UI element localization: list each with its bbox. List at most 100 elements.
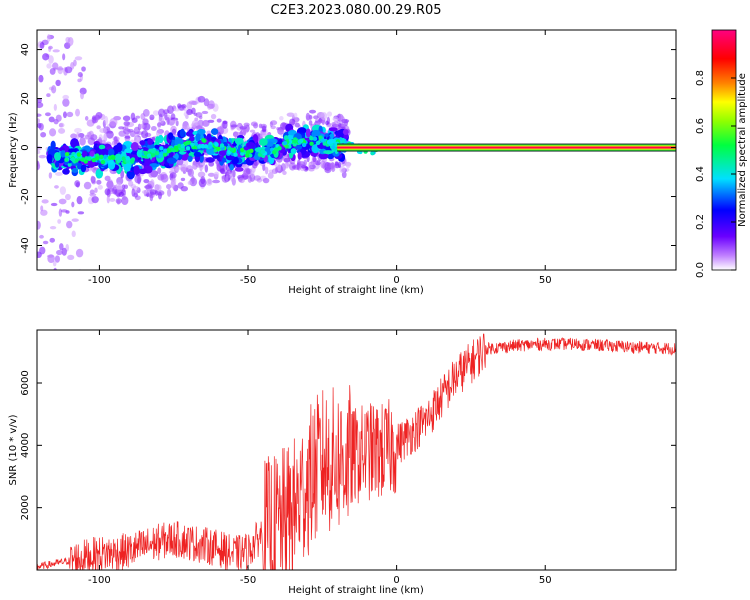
spectral-blob bbox=[198, 178, 207, 188]
spectral-blob bbox=[83, 181, 92, 190]
spectral-blob bbox=[333, 120, 339, 129]
spectral-blob bbox=[171, 119, 177, 123]
spectral-blob bbox=[197, 171, 206, 178]
steady-line-core bbox=[337, 146, 676, 149]
spectral-blob bbox=[334, 161, 339, 166]
spectral-blob bbox=[97, 184, 103, 190]
spectral-blob bbox=[309, 141, 314, 146]
spectrogram-x-label: Height of straight line (km) bbox=[288, 285, 424, 296]
spectral-blob bbox=[139, 123, 145, 129]
colorbar-gradient bbox=[712, 30, 736, 270]
spectrogram-data bbox=[37, 34, 676, 279]
spectral-blob bbox=[99, 154, 104, 160]
spectral-blob bbox=[274, 147, 279, 152]
spectral-blob bbox=[90, 134, 98, 141]
spectral-blob bbox=[65, 193, 71, 201]
spectral-blob bbox=[210, 113, 217, 120]
spectral-blob bbox=[203, 144, 209, 149]
spectrogram-y-ticks: -40 -20 0 20 40 bbox=[20, 43, 676, 254]
spectral-blob bbox=[49, 226, 57, 230]
spectral-blob bbox=[66, 111, 74, 118]
spectral-blob bbox=[226, 172, 234, 178]
spectral-blob bbox=[57, 219, 62, 224]
spectral-blob bbox=[179, 128, 185, 138]
spectral-blob bbox=[298, 138, 304, 144]
spectral-blob bbox=[291, 165, 296, 169]
spectral-blob bbox=[133, 126, 140, 135]
spectral-blob bbox=[149, 163, 159, 168]
spectral-blob bbox=[250, 170, 255, 178]
spectral-blob bbox=[111, 155, 116, 160]
spectral-blob bbox=[108, 148, 115, 157]
spectral-blob bbox=[175, 166, 181, 171]
spectral-blob bbox=[38, 122, 44, 131]
spectral-blob bbox=[341, 118, 350, 124]
spectral-blob bbox=[230, 176, 234, 182]
spectral-blob bbox=[124, 135, 131, 139]
spectral-blob bbox=[118, 126, 125, 130]
spectral-blob bbox=[42, 240, 49, 245]
spectral-blob bbox=[71, 201, 75, 208]
spectral-blob bbox=[67, 37, 74, 46]
spectral-blob bbox=[325, 120, 330, 126]
spectral-blob bbox=[290, 148, 297, 155]
spectral-blob bbox=[56, 249, 63, 256]
spectral-blob bbox=[293, 112, 298, 119]
spectral-blob bbox=[233, 152, 238, 157]
spectrogram-panel: -100 -50 0 50 -40 -20 0 20 40 Height of straigh… bbox=[8, 29, 677, 296]
spectral-blob bbox=[318, 152, 329, 160]
spectral-blob bbox=[269, 121, 273, 128]
spectral-blob bbox=[295, 145, 303, 150]
spectral-blob bbox=[338, 122, 342, 128]
spectral-blob bbox=[195, 125, 203, 129]
spectral-blob bbox=[37, 220, 41, 230]
y-tick-label: -40 bbox=[20, 237, 31, 253]
spectral-blob bbox=[74, 56, 83, 61]
spectral-blob bbox=[108, 160, 114, 165]
snr-series-line bbox=[37, 333, 676, 570]
spectral-blob bbox=[81, 66, 86, 72]
spectral-blob bbox=[296, 163, 302, 171]
spectral-blob bbox=[240, 147, 245, 153]
spectral-blob bbox=[183, 158, 188, 168]
spectral-blob bbox=[54, 160, 60, 168]
spectral-blob bbox=[62, 98, 70, 107]
spectral-blob bbox=[277, 146, 282, 151]
spectral-blob bbox=[193, 141, 198, 147]
spectral-blob bbox=[337, 161, 342, 169]
spectral-blob bbox=[120, 169, 125, 179]
spectral-blob bbox=[55, 79, 61, 87]
spectral-blob bbox=[306, 114, 313, 121]
colorbar-tick-label: 0.2 bbox=[695, 214, 706, 230]
spectral-blob bbox=[37, 161, 40, 170]
spectral-blob bbox=[328, 139, 333, 144]
spectral-blob bbox=[58, 198, 67, 205]
y-tick-label: 0 bbox=[20, 144, 31, 150]
spectral-blob bbox=[305, 128, 311, 138]
spectral-blob bbox=[48, 272, 52, 278]
spectral-blob bbox=[50, 202, 58, 207]
spectral-blob bbox=[214, 142, 219, 147]
spectral-blob bbox=[264, 166, 269, 175]
spectral-blob bbox=[121, 196, 129, 206]
spectral-blob bbox=[155, 136, 160, 145]
spectral-blob bbox=[173, 145, 179, 150]
spectral-blob bbox=[164, 112, 168, 121]
y-tick-label: 6000 bbox=[20, 370, 31, 395]
spectral-blob bbox=[89, 193, 97, 197]
spectral-blob bbox=[55, 114, 62, 122]
spectral-blob bbox=[168, 132, 174, 140]
spectral-blob bbox=[49, 128, 57, 137]
spectral-blob bbox=[49, 67, 56, 75]
spectral-blob bbox=[199, 115, 203, 120]
spectral-blob bbox=[72, 168, 78, 173]
spectral-blob bbox=[183, 107, 187, 112]
spectral-blob bbox=[55, 275, 59, 279]
spectral-blob bbox=[60, 209, 68, 213]
spectral-blob bbox=[210, 128, 219, 136]
spectral-blob bbox=[49, 237, 55, 243]
spectral-blob bbox=[345, 161, 351, 169]
spectral-blob bbox=[70, 157, 76, 162]
spectral-blob bbox=[77, 78, 82, 83]
